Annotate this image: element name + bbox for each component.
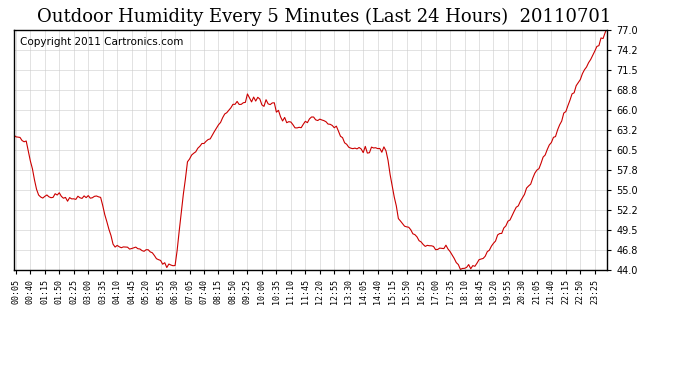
Text: Copyright 2011 Cartronics.com: Copyright 2011 Cartronics.com	[20, 37, 183, 47]
Text: Outdoor Humidity Every 5 Minutes (Last 24 Hours)  20110701: Outdoor Humidity Every 5 Minutes (Last 2…	[37, 8, 611, 26]
